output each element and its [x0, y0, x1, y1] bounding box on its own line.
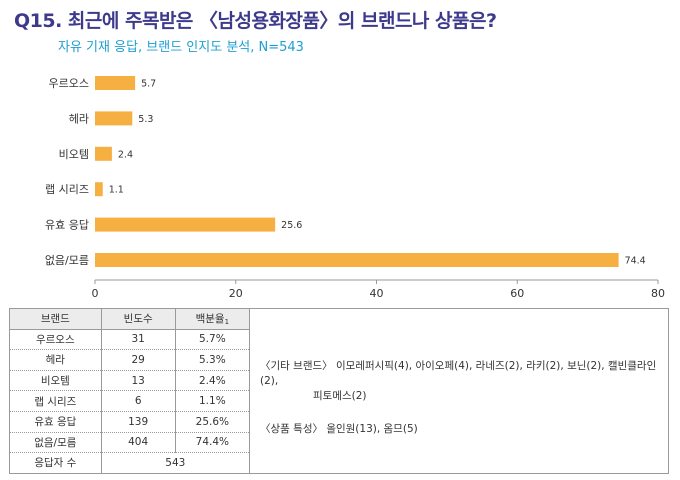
header-brand: 브랜드 [10, 309, 102, 330]
cell-brand: 헤라 [10, 349, 102, 371]
table-row: 유효 응답 139 25.6% [10, 411, 251, 433]
cell-frequency: 13 [101, 370, 176, 392]
total-value: 543 [101, 452, 251, 473]
bar [95, 182, 103, 197]
other-brands-note-continued: 피토메스(2) [313, 390, 367, 402]
page-title: Q15. 최근에 주목받은 〈남성용화장품〉의 브랜드나 상품은? [14, 10, 497, 32]
cell-percent: 74.4% [175, 432, 251, 454]
table-header-row: 브랜드 빈도수 백분율1 [10, 309, 251, 330]
cell-percent: 2.4% [175, 370, 251, 392]
category-label: 우르오스 [49, 77, 89, 90]
bar [95, 217, 276, 232]
cell-brand: 랩 시리즈 [10, 390, 102, 412]
category-label: 비오템 [59, 148, 89, 161]
cell-percent: 5.7% [175, 329, 251, 351]
bar [95, 253, 619, 267]
x-tick-label: 80 [651, 287, 665, 300]
x-tick-label: 40 [370, 287, 384, 300]
table-row: 없음/모름 404 74.4% [10, 432, 251, 454]
frequency-table: 브랜드 빈도수 백분율1 우르오스 31 5.7% 헤라 29 5.3% 비오템… [10, 309, 251, 473]
cell-frequency: 6 [101, 390, 176, 412]
header-frequency: 빈도수 [101, 309, 176, 330]
bar-chart: 0 20 40 60 80 우르오스 5.7 헤라 5.3 비오템 2.4 랩 시리즈 1.1 유효 응답… [45, 76, 665, 300]
category-label: 헤라 [69, 112, 89, 125]
data-label: 2.4 [118, 149, 133, 160]
summary-panel: 브랜드 빈도수 백분율1 우르오스 31 5.7% 헤라 29 5.3% 비오템… [9, 308, 669, 474]
data-label: 1.1 [109, 185, 124, 196]
table-row: 비오템 13 2.4% [10, 370, 251, 392]
cell-brand: 비오템 [10, 370, 102, 392]
cell-percent: 1.1% [175, 390, 251, 412]
cell-percent: 5.3% [175, 349, 251, 371]
cell-brand: 우르오스 [10, 329, 102, 351]
category-label: 없음/모름 [45, 254, 89, 267]
x-tick-label: 0 [92, 287, 99, 300]
table-row: 랩 시리즈 6 1.1% [10, 390, 251, 412]
x-tick-label: 60 [510, 287, 524, 300]
table-total-row: 응답자 수 543 [10, 452, 251, 473]
cell-frequency: 31 [101, 329, 176, 351]
header-percent-label: 백분율 [195, 313, 225, 326]
bar [95, 146, 112, 161]
total-label: 응답자 수 [10, 452, 102, 473]
bar [95, 76, 136, 90]
x-tick-label: 20 [229, 287, 243, 300]
cell-percent: 25.6% [175, 411, 251, 433]
data-label: 5.3 [138, 114, 153, 125]
category-label: 랩 시리즈 [45, 183, 89, 196]
table-row: 헤라 29 5.3% [10, 349, 251, 371]
data-label: 74.4 [625, 256, 646, 267]
other-brands-note: 〈기타 브랜드〉 이모레퍼시픽(4), 아이오페(4), 라네즈(2), 라키(… [260, 360, 657, 387]
cell-brand: 유효 응답 [10, 411, 102, 433]
header-percent-note: 1 [224, 318, 230, 327]
data-label: 5.7 [141, 79, 156, 90]
cell-brand: 없음/모름 [10, 432, 102, 454]
table-row: 우르오스 31 5.7% [10, 329, 251, 351]
bar [95, 111, 133, 126]
cell-frequency: 139 [101, 411, 176, 433]
header-percent: 백분율1 [175, 309, 251, 330]
cell-frequency: 29 [101, 349, 176, 371]
category-label: 유효 응답 [45, 219, 89, 232]
data-label: 25.6 [281, 220, 302, 231]
product-features-note: 〈상품 특성〉 올인원(13), 옴므(5) [260, 423, 418, 435]
cell-frequency: 404 [101, 432, 176, 454]
notes: 〈기타 브랜드〉 이모레퍼시픽(4), 아이오페(4), 라네즈(2), 라키(… [260, 359, 660, 437]
page-subtitle: 자유 기재 응답, 브랜드 인지도 분석, N=543 [58, 40, 304, 55]
